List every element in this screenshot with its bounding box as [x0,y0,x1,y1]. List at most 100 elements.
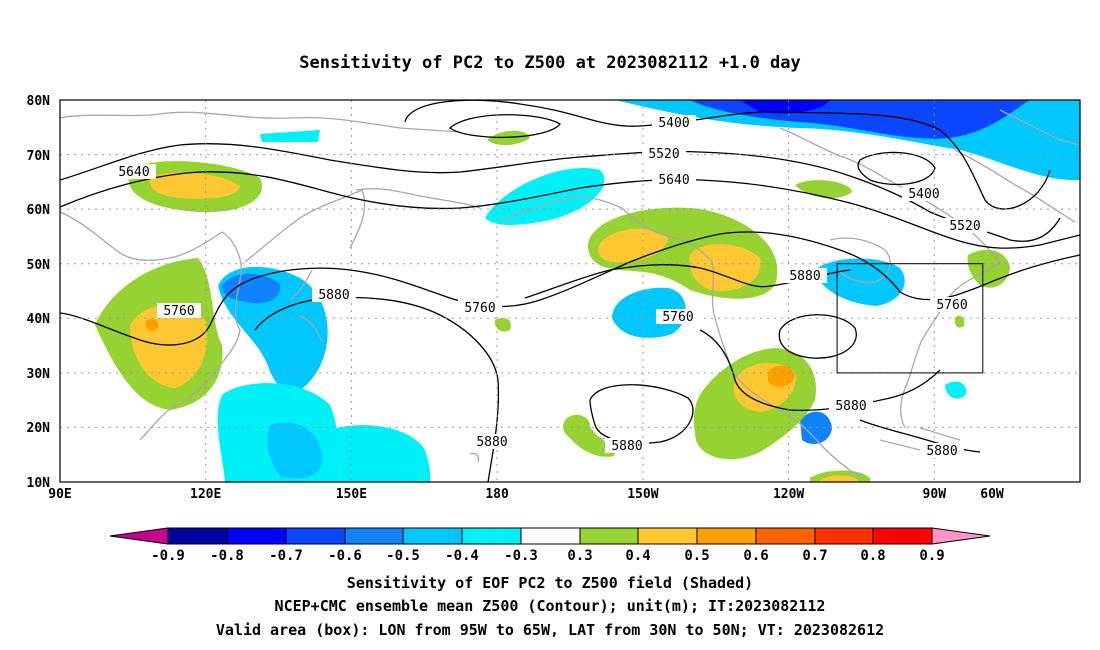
svg-text:5400: 5400 [658,116,689,131]
contour-label: 5760 [656,309,700,325]
shade-positive-np-core-2 [689,244,761,291]
contour-5520-west [60,143,1061,242]
colorbar-segment [226,527,287,545]
svg-text:5760: 5760 [662,310,693,325]
contour-label: 5880 [312,287,356,303]
colorbar-segment [461,527,522,545]
shade-negative-west-pacific-3 [267,422,323,479]
contour-label: 5400 [902,186,946,202]
footer-valid-area-caption: Valid area (box): LON from 95W to 65W, L… [216,621,884,639]
lat-tick: 50N [27,258,51,273]
contour-5880-pacific [589,384,694,444]
contour-label: 5880 [470,434,514,450]
svg-text:5880: 5880 [926,444,957,459]
shade-positive-dateline [494,318,511,332]
contour-labels: 5400 5400 5520 5520 5640 5640 5760 5760 … [112,115,987,459]
colorbar-label: -0.6 [328,548,362,564]
colorbar-segment [167,527,228,545]
lon-tick: 90E [48,487,71,502]
lon-tick: 90W [923,487,947,502]
colorbar-label: 0.6 [743,548,768,564]
colorbar-segment [696,527,757,545]
colorbar-segment [637,527,698,545]
lon-axis: 90E 120E 150E 180 150W 120W 90W 60W [48,487,1004,502]
contour-label: 5400 [652,115,696,131]
colorbar-segment [579,527,639,545]
contour-5880-south [699,329,941,411]
contour-label: 5880 [605,438,649,454]
colorbar-label: 0.3 [567,548,592,564]
svg-text:5520: 5520 [949,219,980,234]
colorbar-arrow-max [931,527,991,545]
svg-text:5760: 5760 [464,301,495,316]
svg-text:5520: 5520 [648,147,679,162]
colorbar-label: 0.5 [684,548,709,564]
colorbar-label: -0.9 [151,548,185,564]
lat-axis: 10N 20N 30N 40N 50N 60N 70N 80N [27,94,51,491]
shade-negative-arctic-deep [740,100,830,114]
z500-contours [60,100,1080,482]
contour-5400-east [857,151,936,186]
contour-label: 5520 [642,146,686,162]
shade-positive-china-dot [145,318,159,332]
svg-text:5760: 5760 [936,298,967,313]
lat-tick: 30N [27,367,51,382]
lat-tick: 80N [27,94,51,109]
colorbar-label: 0.8 [860,548,885,564]
colorbar-segment [344,527,404,545]
colorbar-label: 0.9 [919,548,944,564]
shade-positive-siberia-core [149,172,240,199]
contour-5400-west [448,114,561,138]
colorbar: -0.9 -0.8 -0.7 -0.6 -0.5 -0.4 -0.3 0.3 0… [109,527,991,564]
contour-label: 5760 [930,297,974,313]
colorbar-segment [402,527,463,545]
colorbar-label: -0.5 [386,548,420,564]
contour-5760 [60,231,1080,346]
colorbar-label: -0.8 [210,548,244,564]
svg-text:5400: 5400 [908,187,939,202]
colorbar-label: 0.4 [625,548,650,564]
shade-negative-small [260,130,320,142]
svg-text:5640: 5640 [118,165,149,180]
colorbar-segment [755,527,816,545]
colorbar-label: -0.3 [504,548,538,564]
svg-text:5880: 5880 [611,439,642,454]
contour-label: 5760 [157,303,201,319]
svg-text:5640: 5640 [658,173,689,188]
coastlines [60,109,1080,479]
contour-label: 5880 [783,268,827,284]
shade-negative-gulf [945,381,967,399]
contour-5880-west [254,296,500,482]
shade-positive-hawaii [563,414,615,457]
map-panel: 5400 5400 5520 5520 5640 5640 5760 5760 … [27,94,1081,502]
footer-contour-caption: NCEP+CMC ensemble mean Z500 (Contour); u… [275,597,826,615]
graticule [60,100,1080,482]
shade-negative-west-pacific-2 [330,425,431,482]
contour-label: 5520 [943,218,987,234]
colorbar-label: 0.7 [802,548,827,564]
lat-tick: 20N [27,421,51,436]
lon-tick: 60W [980,487,1004,502]
shade-negative-gulfalaska [612,287,686,338]
lon-tick: 150E [336,487,367,502]
colorbar-segment [872,527,933,545]
svg-text:5880: 5880 [835,399,866,414]
contour-label: 5640 [112,164,156,180]
contour-label: 5760 [458,300,502,316]
shade-positive-arctic [487,130,530,146]
lon-tick: 180 [485,487,509,502]
colorbar-segment [814,527,874,545]
contour-5880-loop [778,314,857,359]
svg-text:5880: 5880 [476,435,507,450]
colorbar-label: -0.7 [269,548,303,564]
svg-text:5760: 5760 [163,304,194,319]
colorbar-arrow-min [109,527,169,545]
lat-tick: 70N [27,149,51,164]
colorbar-segment [285,527,346,545]
lat-tick: 40N [27,312,51,327]
contour-label: 5880 [829,398,873,414]
map-frame [59,99,1081,483]
lon-tick: 150W [627,487,658,502]
contour-5520-arc [404,100,1051,210]
